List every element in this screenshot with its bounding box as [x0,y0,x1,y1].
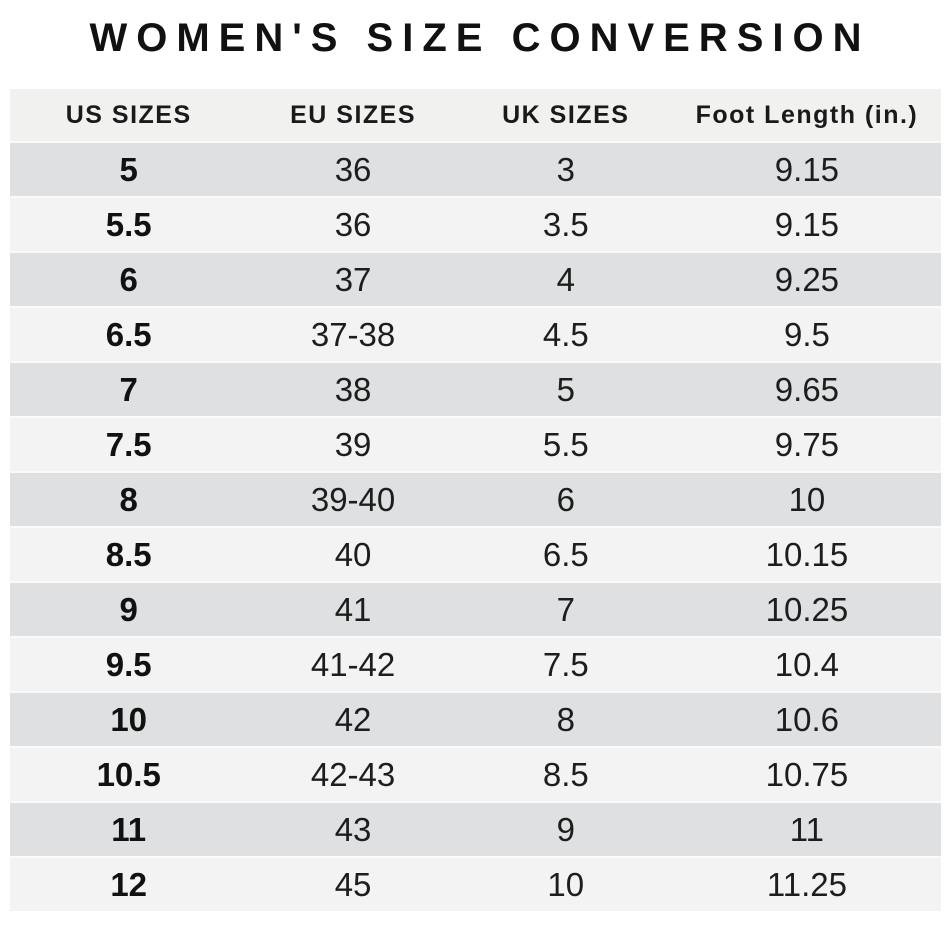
us-size-cell: 12 [10,856,248,911]
table-row: 7 38 5 9.65 [10,361,941,416]
uk-size-cell: 6 [458,471,673,526]
uk-size-cell: 7.5 [458,636,673,691]
eu-size-cell: 39 [247,416,459,471]
foot-length-cell: 9.15 [672,196,941,251]
foot-length-cell: 11 [672,801,941,856]
uk-size-cell: 7 [458,581,673,636]
uk-size-cell: 5 [458,361,673,416]
foot-length-cell: 10 [672,471,941,526]
us-size-cell: 6 [10,251,248,306]
uk-size-cell: 3.5 [458,196,673,251]
header-foot-length: Foot Length (in.) [672,89,941,141]
table-row: 9 41 7 10.25 [10,581,941,636]
us-size-cell: 5 [10,141,248,196]
eu-size-cell: 45 [247,856,459,911]
table-row: 6 37 4 9.25 [10,251,941,306]
eu-size-cell: 42-43 [247,746,459,801]
uk-size-cell: 6.5 [458,526,673,581]
header-us-sizes: US SIZES [10,89,248,141]
table-row: 9.5 41-42 7.5 10.4 [10,636,941,691]
eu-size-cell: 37 [247,251,459,306]
foot-length-cell: 9.15 [672,141,941,196]
foot-length-cell: 9.75 [672,416,941,471]
uk-size-cell: 5.5 [458,416,673,471]
us-size-cell: 8.5 [10,526,248,581]
header-row: US SIZES EU SIZES UK SIZES Foot Length (… [10,89,941,141]
table-row: 8 39-40 6 10 [10,471,941,526]
us-size-cell: 7.5 [10,416,248,471]
us-size-cell: 11 [10,801,248,856]
foot-length-cell: 10.25 [672,581,941,636]
uk-size-cell: 4 [458,251,673,306]
table-row: 6.5 37-38 4.5 9.5 [10,306,941,361]
eu-size-cell: 42 [247,691,459,746]
table-body: 5 36 3 9.15 5.5 36 3.5 9.15 6 37 4 9.25 … [10,141,941,911]
foot-length-cell: 10.15 [672,526,941,581]
us-size-cell: 9 [10,581,248,636]
foot-length-cell: 9.25 [672,251,941,306]
us-size-cell: 5.5 [10,196,248,251]
eu-size-cell: 38 [247,361,459,416]
table-row: 8.5 40 6.5 10.15 [10,526,941,581]
us-size-cell: 10.5 [10,746,248,801]
page-title: WOMEN'S SIZE CONVERSION [89,16,871,60]
foot-length-cell: 11.25 [672,856,941,911]
us-size-cell: 7 [10,361,248,416]
uk-size-cell: 3 [458,141,673,196]
uk-size-cell: 8 [458,691,673,746]
foot-length-cell: 10.6 [672,691,941,746]
uk-size-cell: 10 [458,856,673,911]
eu-size-cell: 41 [247,581,459,636]
foot-length-cell: 10.75 [672,746,941,801]
us-size-cell: 6.5 [10,306,248,361]
table-row: 10 42 8 10.6 [10,691,941,746]
foot-length-cell: 10.4 [672,636,941,691]
us-size-cell: 10 [10,691,248,746]
table-row: 12 45 10 11.25 [10,856,941,911]
uk-size-cell: 4.5 [458,306,673,361]
eu-size-cell: 41-42 [247,636,459,691]
table-row: 7.5 39 5.5 9.75 [10,416,941,471]
table-row: 5 36 3 9.15 [10,141,941,196]
uk-size-cell: 9 [458,801,673,856]
eu-size-cell: 36 [247,196,459,251]
uk-size-cell: 8.5 [458,746,673,801]
header-uk-sizes: UK SIZES [458,89,673,141]
eu-size-cell: 39-40 [247,471,459,526]
table-header: US SIZES EU SIZES UK SIZES Foot Length (… [10,89,941,141]
eu-size-cell: 36 [247,141,459,196]
table-row: 10.5 42-43 8.5 10.75 [10,746,941,801]
foot-length-cell: 9.65 [672,361,941,416]
us-size-cell: 9.5 [10,636,248,691]
eu-size-cell: 37-38 [247,306,459,361]
eu-size-cell: 40 [247,526,459,581]
table-row: 11 43 9 11 [10,801,941,856]
size-conversion-table: US SIZES EU SIZES UK SIZES Foot Length (… [10,89,941,911]
foot-length-cell: 9.5 [672,306,941,361]
header-eu-sizes: EU SIZES [247,89,459,141]
us-size-cell: 8 [10,471,248,526]
eu-size-cell: 43 [247,801,459,856]
table-row: 5.5 36 3.5 9.15 [10,196,941,251]
